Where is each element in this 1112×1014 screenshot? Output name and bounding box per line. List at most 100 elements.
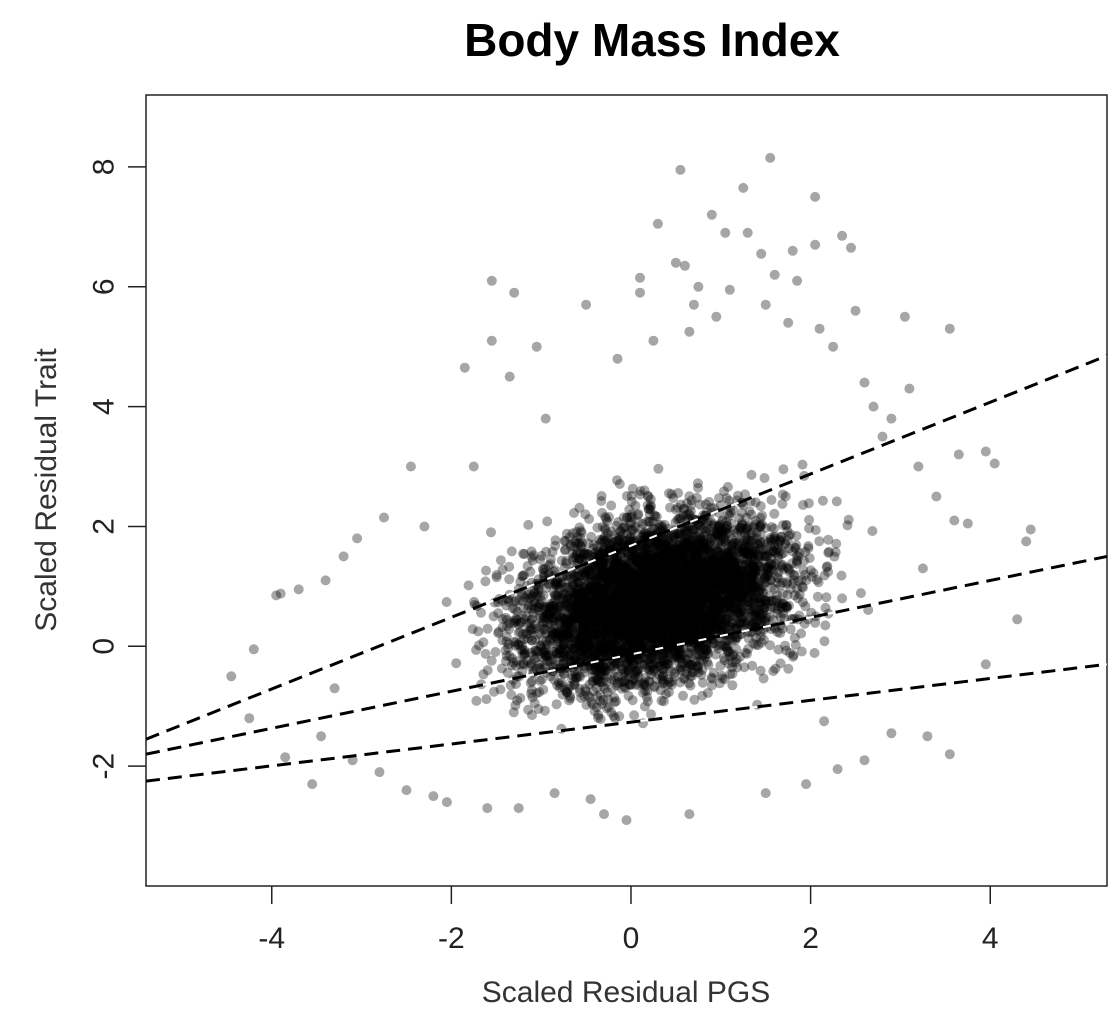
cloud-point: [661, 689, 671, 699]
cloud-point: [666, 589, 677, 600]
cloud-point: [552, 602, 563, 613]
cloud-point: [614, 571, 625, 582]
cloud-point: [668, 602, 679, 613]
cloud-point: [723, 571, 734, 582]
cloud-point: [621, 578, 632, 589]
cloud-point: [755, 665, 766, 676]
cloud-point: [691, 625, 702, 636]
cloud-point: [693, 482, 704, 493]
cloud-point: [636, 619, 647, 629]
cloud-point: [672, 560, 683, 571]
cloud-point: [667, 618, 677, 629]
cloud-point: [668, 606, 679, 617]
cloud-point: [523, 603, 534, 614]
cloud-point: [528, 650, 539, 661]
cloud-point: [525, 647, 536, 658]
cloud-point: [666, 626, 677, 637]
cloud-point: [691, 627, 702, 638]
cloud-point: [606, 592, 617, 603]
cloud-point: [632, 584, 642, 595]
cloud-point: [664, 607, 675, 618]
cloud-point: [677, 574, 687, 585]
cloud-point: [778, 464, 789, 475]
cloud-point: [716, 670, 727, 681]
cloud-point: [716, 564, 727, 575]
cloud-point: [780, 640, 791, 651]
cloud-point: [622, 578, 633, 589]
cloud-point: [621, 587, 632, 598]
cloud-point: [757, 550, 768, 561]
cloud-point: [669, 593, 680, 604]
cloud-point: [630, 500, 641, 511]
cloud-point: [505, 680, 516, 691]
cloud-point: [723, 551, 734, 562]
cloud-point: [781, 601, 792, 612]
cloud-point: [629, 587, 640, 598]
cloud-point: [640, 606, 651, 616]
cloud-point: [775, 580, 786, 591]
cloud-point: [651, 538, 662, 549]
cloud-point: [750, 576, 761, 587]
cloud-point: [501, 636, 512, 647]
cloud-point: [671, 574, 682, 585]
cloud-point: [717, 673, 728, 684]
cloud-point: [674, 555, 685, 566]
cloud-point: [777, 489, 788, 500]
cloud-point: [640, 527, 651, 538]
cloud-point: [528, 550, 539, 561]
cloud-point: [610, 632, 621, 643]
cloud-point: [773, 553, 784, 564]
cloud-point: [721, 493, 732, 504]
cloud-point: [636, 591, 646, 602]
cloud-point: [576, 629, 587, 640]
cloud-point: [722, 646, 733, 657]
cloud-point: [603, 702, 614, 713]
cloud-point: [757, 510, 768, 521]
cloud-point: [823, 566, 834, 577]
cloud-point: [591, 615, 602, 626]
cloud-point: [649, 681, 660, 691]
cloud-point: [702, 592, 713, 602]
cloud-point: [666, 593, 677, 604]
cloud-point: [673, 603, 683, 614]
cloud-point: [572, 548, 583, 559]
cloud-point: [481, 694, 492, 705]
cloud-point: [551, 577, 562, 588]
cloud-point: [703, 621, 714, 632]
cloud-point: [609, 530, 620, 541]
cloud-point: [645, 592, 656, 603]
cloud-point: [684, 604, 695, 615]
cloud-point: [679, 624, 690, 635]
cloud-point: [535, 675, 545, 686]
cloud-point: [664, 610, 675, 621]
cloud-point: [668, 493, 679, 504]
cloud-point: [735, 589, 746, 600]
cloud-point: [719, 576, 730, 587]
cloud-point: [660, 612, 671, 623]
cloud-point: [831, 496, 842, 507]
cloud-point: [633, 608, 644, 619]
cloud-point: [672, 502, 683, 513]
cloud-point: [636, 551, 646, 562]
cloud-point: [673, 529, 684, 539]
cloud-point: [675, 513, 686, 524]
cloud-point: [591, 591, 602, 602]
cloud-point: [571, 527, 582, 537]
cloud-point: [820, 602, 831, 613]
cloud-point: [678, 690, 688, 701]
cloud-point: [679, 611, 690, 622]
cloud-point: [731, 609, 742, 620]
cloud-point: [681, 560, 692, 570]
cloud-point: [659, 655, 670, 666]
cloud-point: [714, 678, 725, 689]
cloud-point: [696, 655, 706, 666]
cloud-point: [622, 620, 633, 631]
cloud-point: [559, 536, 570, 546]
cloud-point: [639, 593, 650, 604]
cloud-point: [596, 578, 607, 589]
cloud-point: [791, 530, 802, 541]
cloud-point: [814, 536, 825, 547]
cloud-point: [619, 521, 630, 532]
cloud-point: [664, 663, 675, 674]
